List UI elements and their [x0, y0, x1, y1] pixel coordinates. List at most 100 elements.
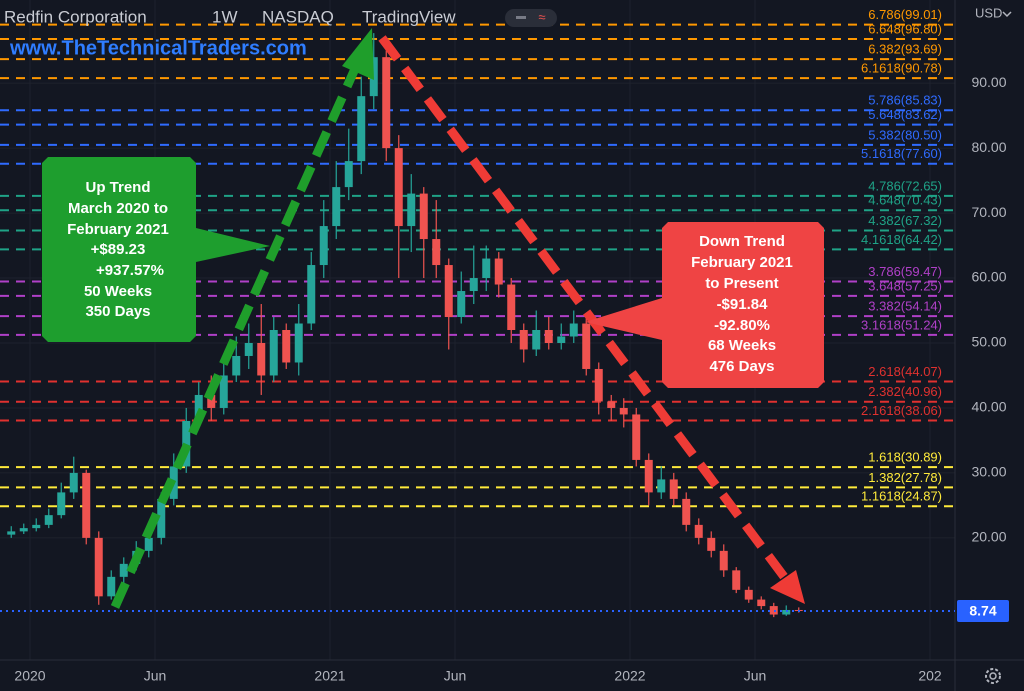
candle-body — [744, 589, 753, 600]
fib-level-label: 5.786(85.83) — [868, 93, 942, 108]
candle-body — [457, 291, 466, 318]
candle-body — [257, 342, 266, 376]
settings-icon[interactable] — [985, 668, 1001, 684]
x-tick-label: 2021 — [314, 668, 345, 684]
candle-body — [119, 563, 128, 577]
candle-body — [382, 57, 391, 149]
fib-levels: 6.786(99.01)6.648(96.80) 6.382(93.69) 6.16… — [0, 7, 955, 508]
watermark: www.TheTechnicalTraders.com — [9, 37, 307, 59]
candle-body — [569, 323, 578, 337]
candle-body — [769, 606, 778, 615]
annotation-line: February 2021 — [691, 254, 793, 271]
candle-body — [657, 479, 666, 493]
annotation-line: -$91.84 — [717, 296, 769, 313]
axes: 20.00 30.00 40.00 50.00 60.00 70.00 80.00 90.00… — [0, 74, 1009, 684]
fib-level-label: 6.648(96.80) — [868, 21, 942, 36]
candle-body — [57, 492, 66, 516]
fib-level-label: 2.382(40.96) — [868, 384, 942, 399]
y-tick-label: 80.00 — [971, 139, 1006, 155]
exchange: NASDAQ — [262, 7, 334, 26]
x-tick-label: 202 — [918, 668, 942, 684]
fib-level-label: 4.382(67.32) — [868, 213, 942, 228]
candle-body — [32, 524, 41, 529]
candle-body — [44, 515, 53, 525]
fib-level-label: 1.1618(24.87) — [861, 489, 942, 504]
candle-body — [694, 524, 703, 538]
annotation-line: 476 Days — [709, 358, 774, 375]
x-tick-label: Jun — [744, 668, 767, 684]
candle-body — [494, 258, 503, 285]
y-tick-label: 30.00 — [971, 464, 1006, 480]
up-trend-arrow — [110, 60, 363, 609]
indicator-toggle[interactable] — [505, 9, 557, 27]
candle-body — [519, 330, 528, 350]
y-tick-label: 70.00 — [971, 204, 1006, 220]
candle-body — [757, 599, 766, 607]
x-tick-label: Jun — [444, 668, 467, 684]
fib-level-label: 6.1618(90.78) — [861, 61, 942, 76]
candle-body — [107, 576, 116, 597]
down-trend-box — [585, 222, 824, 388]
fib-level-label: 4.786(72.65) — [868, 178, 942, 193]
candle-body — [544, 330, 553, 343]
fib-level-label: 2.1618(38.06) — [861, 403, 942, 418]
candle-body — [294, 323, 303, 363]
candle-body — [432, 239, 441, 266]
y-tick-label: 40.00 — [971, 399, 1006, 415]
candle-body — [7, 531, 16, 535]
candle-body — [244, 342, 253, 356]
candle-body — [219, 375, 228, 408]
source: TradingView — [362, 7, 456, 26]
candle-body — [619, 407, 628, 415]
candle-body — [207, 394, 216, 408]
interval[interactable]: 1W — [212, 7, 238, 26]
x-tick-label: Jun — [144, 668, 167, 684]
annotation-line: 68 Weeks — [708, 337, 776, 354]
candle-body — [632, 414, 641, 460]
candle-body — [607, 401, 616, 408]
candle-body — [732, 570, 741, 590]
fib-level-label: 4.1618(64.42) — [861, 232, 942, 247]
candle-body — [682, 498, 691, 525]
candle-body — [144, 537, 153, 551]
annotation-line: 50 Weeks — [84, 283, 152, 300]
fib-level-label: 2.618(44.07) — [868, 364, 942, 379]
candle-body — [507, 284, 516, 330]
y-tick-label: 60.00 — [971, 269, 1006, 285]
candle-body — [707, 537, 716, 551]
toggle-icon: ≈ — [538, 9, 545, 24]
fib-level-label: 5.1618(77.60) — [861, 146, 942, 161]
fib-level-label: 1.618(30.89) — [868, 450, 942, 465]
fib-level-label: 5.648(83.62) — [868, 107, 942, 122]
annotation-line: -92.80% — [714, 317, 770, 334]
candle-body — [469, 278, 478, 292]
candle-body — [594, 368, 603, 402]
fib-level-label: 3.648(57.25) — [868, 278, 942, 293]
annotation-line: February 2021 — [67, 221, 169, 238]
symbol-name[interactable]: Redfin Corporation — [4, 7, 147, 26]
currency[interactable]: USD — [975, 5, 1002, 20]
candle-body — [719, 550, 728, 571]
candle-body — [644, 459, 653, 493]
candle-body — [82, 472, 91, 538]
fib-level-label: 3.786(59.47) — [868, 264, 942, 279]
x-tick-label: 2020 — [14, 668, 45, 684]
candle-body — [532, 330, 541, 350]
up-trend-box — [42, 157, 270, 342]
up-arrow-head — [342, 28, 374, 80]
y-tick-label: 90.00 — [971, 74, 1006, 90]
last-price-box — [957, 600, 1009, 623]
candle-body — [232, 355, 241, 376]
settings-icon-center — [989, 672, 997, 680]
candle-body — [357, 96, 366, 162]
candle-body — [182, 420, 191, 467]
candle-body — [157, 498, 166, 538]
annotation-line: Down Trend — [699, 233, 785, 250]
candle-body — [19, 528, 28, 532]
candle-body — [782, 609, 791, 615]
candle-body — [482, 258, 491, 279]
fib-level-label: 6.786(99.01) — [868, 7, 942, 22]
candle-body — [282, 330, 291, 363]
